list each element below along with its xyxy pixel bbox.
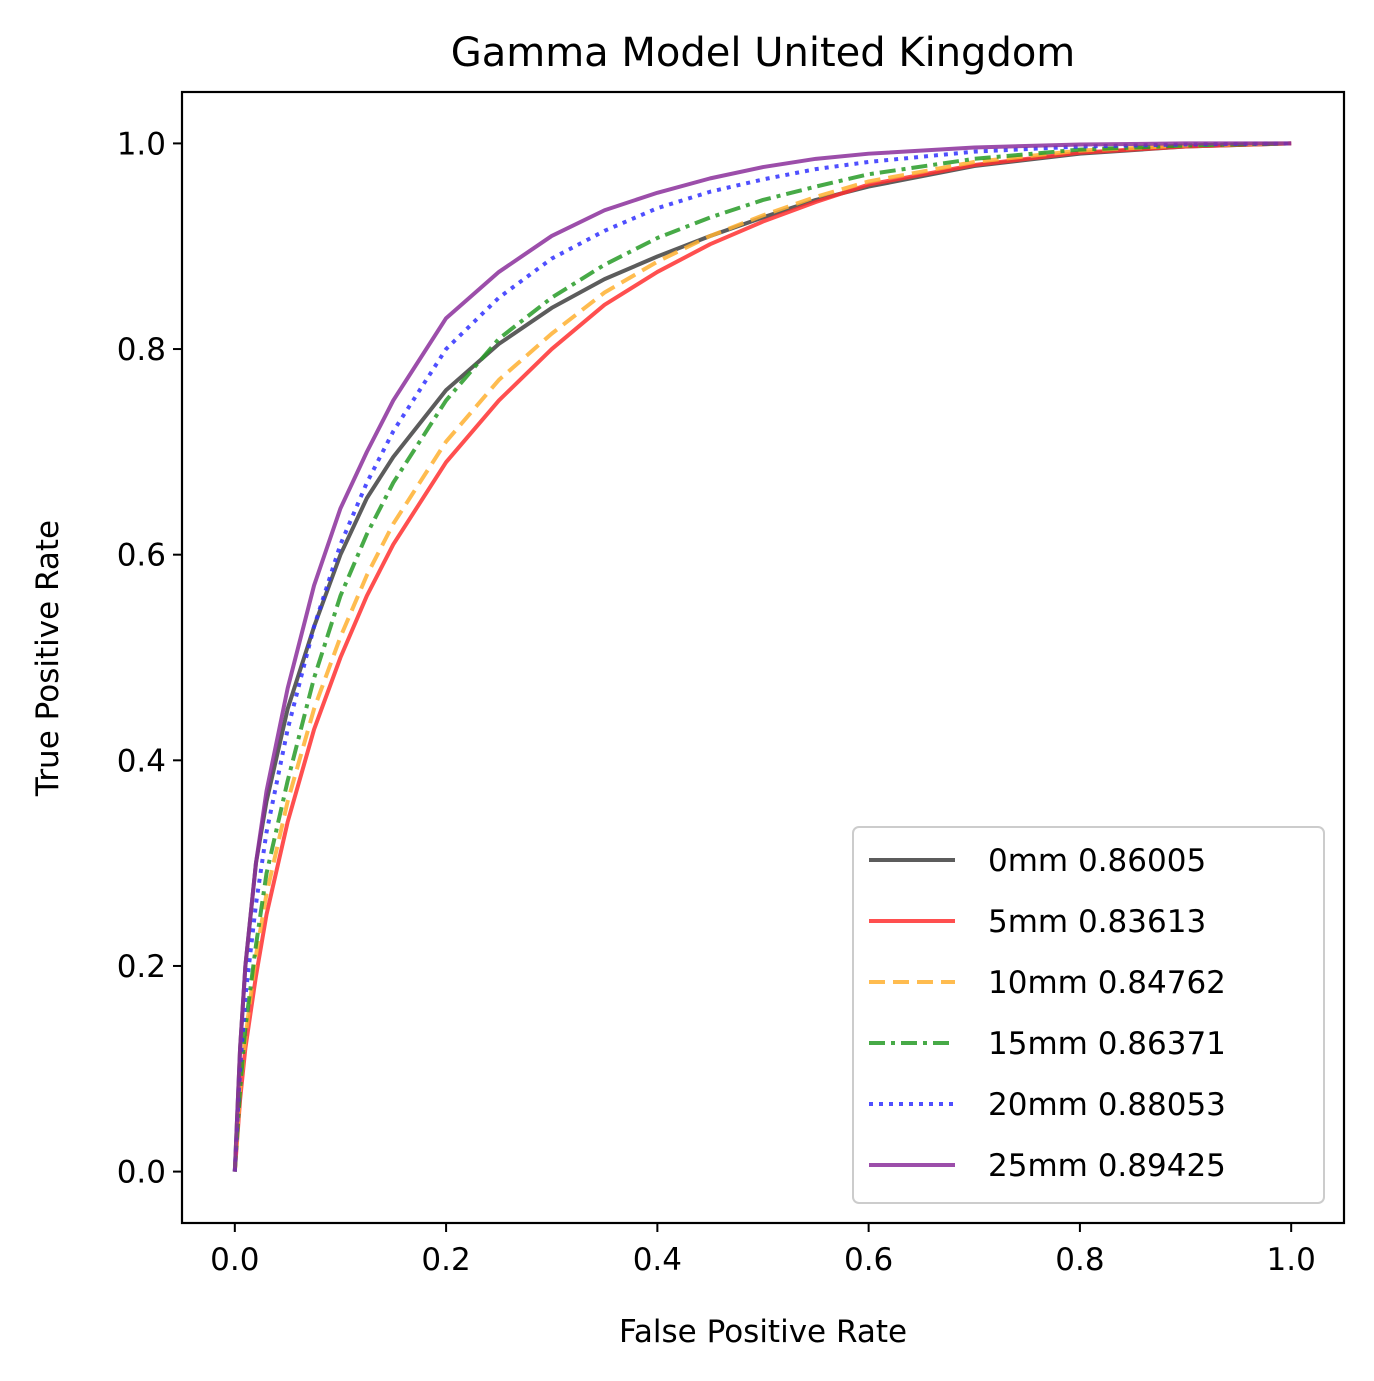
chart-title: Gamma Model United Kingdom <box>451 30 1076 76</box>
y-tick-label: 0.8 <box>117 332 166 368</box>
x-tick-label: 0.0 <box>210 1242 259 1278</box>
x-tick-label: 0.6 <box>844 1242 893 1278</box>
y-tick-label: 0.2 <box>117 949 166 985</box>
legend-label: 25mm 0.89425 <box>988 1148 1226 1184</box>
x-tick-label: 0.4 <box>633 1242 682 1278</box>
y-axis-label: True Positive Rate <box>30 520 66 797</box>
legend: 0mm 0.86005 5mm 0.83613 10mm 0.84762 15mm 0… <box>852 826 1325 1204</box>
x-axis-label: False Positive Rate <box>619 1314 907 1350</box>
legend-label: 15mm 0.86371 <box>988 1026 1226 1062</box>
series-line-5 <box>232 141 1292 1172</box>
series-line-3 <box>232 141 1292 1172</box>
legend-label: 10mm 0.84762 <box>988 965 1226 1001</box>
x-axis: 0.0 0.2 0.4 0.6 0.8 1.0 <box>210 1223 1316 1278</box>
legend-label: 20mm 0.88053 <box>988 1087 1226 1123</box>
plot-frame <box>180 90 1346 1225</box>
legend-label: 0mm 0.86005 <box>988 843 1206 879</box>
x-tick-label: 0.8 <box>1055 1242 1104 1278</box>
y-tick-label: 1.0 <box>117 126 166 162</box>
y-tick-label: 0.4 <box>117 743 166 779</box>
x-tick-label: 0.2 <box>421 1242 470 1278</box>
series-layer <box>232 141 1292 1172</box>
legend-box <box>852 826 1325 1204</box>
y-axis: 0.0 0.2 0.4 0.6 0.8 1.0 <box>117 126 182 1191</box>
legend-label: 5mm 0.83613 <box>988 904 1206 940</box>
plot-area <box>180 90 1346 1225</box>
y-tick-label: 0.0 <box>117 1155 166 1191</box>
x-tick-label: 1.0 <box>1267 1242 1316 1278</box>
y-tick-label: 0.6 <box>117 538 166 574</box>
series-line-1 <box>232 141 1292 1172</box>
series-line-2 <box>232 141 1292 1172</box>
